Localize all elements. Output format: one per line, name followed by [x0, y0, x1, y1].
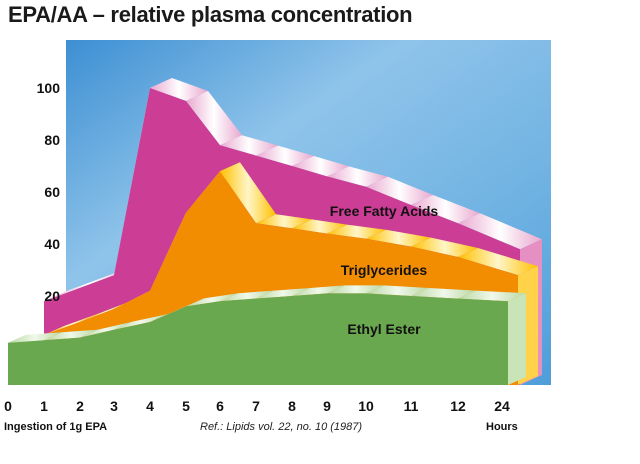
series-top-segment — [366, 229, 431, 247]
x-start-label: Ingestion of 1g EPA — [4, 421, 107, 433]
series-top-segment — [327, 224, 386, 239]
series-top-segment — [220, 135, 278, 156]
x-tick-label: 5 — [182, 398, 190, 414]
reference-note: Ref.: Lipids vol. 22, no. 10 (1987) — [200, 421, 362, 433]
x-tick-label: 12 — [450, 398, 466, 414]
x-unit-label: Hours — [486, 421, 518, 433]
x-tick-label: 1 — [40, 398, 48, 414]
series-top-segment — [44, 313, 100, 335]
series-top-segment — [292, 285, 345, 296]
series-top-segment — [292, 219, 347, 234]
y-tick-label: 100 — [37, 80, 61, 96]
series-top-segment — [256, 145, 314, 166]
series-top-segment — [220, 290, 274, 302]
x-tick-label: 4 — [146, 398, 154, 414]
series-top-segment — [150, 78, 208, 101]
series-top-segment — [366, 176, 433, 205]
series-top-segment — [186, 91, 242, 146]
series-top-segment — [114, 314, 168, 330]
y-tick-label: 40 — [44, 236, 60, 252]
label-layer: Free Fatty Acids Triglycerides Ethyl Ester — [330, 203, 439, 337]
x-tick-label: 10 — [358, 398, 374, 414]
series-top-segment — [327, 166, 388, 187]
series-top-segment — [458, 248, 538, 276]
series-area — [8, 293, 508, 385]
series-top-segment — [44, 265, 136, 302]
x-tick-label: 7 — [252, 398, 260, 414]
y-tick-label: 20 — [44, 288, 60, 304]
x-tick-label: 24 — [494, 398, 510, 414]
series-ethyl-ester — [8, 285, 526, 385]
series-top-segment — [80, 321, 132, 338]
series-top-segment — [458, 213, 542, 250]
series-label: Ethyl Ester — [347, 321, 421, 337]
series-top-segment — [256, 288, 310, 299]
series-top-segment — [292, 156, 349, 177]
x-tick-label: 8 — [288, 398, 296, 414]
x-tick-label: 11 — [404, 398, 419, 414]
y-tick-label: 80 — [44, 132, 60, 148]
series-top-segment — [411, 195, 480, 224]
series-top-segment — [220, 162, 276, 224]
series-top-segment — [458, 290, 526, 302]
x-tick-label: 3 — [110, 398, 118, 414]
series-top-segment — [366, 285, 429, 296]
y-tick-label: 60 — [44, 184, 60, 200]
series-top-segment — [8, 332, 62, 343]
x-tick-label: 2 — [76, 398, 84, 414]
x-tick-label: 0 — [4, 398, 12, 414]
series-side-face — [508, 293, 526, 385]
series-top-segment — [44, 329, 98, 341]
series-top-segment — [411, 288, 476, 299]
series-label: Triglycerides — [341, 262, 428, 278]
series-top-segment — [80, 300, 134, 322]
series-top-segment — [150, 298, 204, 322]
x-tick-label: 6 — [216, 398, 224, 414]
chart-title: EPA/AA – relative plasma concentration — [8, 2, 413, 27]
x-tick-label: 9 — [323, 398, 331, 414]
series-top-segment — [186, 293, 238, 307]
series-layer — [8, 78, 542, 385]
series-label: Free Fatty Acids — [330, 203, 439, 219]
series-top-segment — [256, 214, 312, 229]
series-top-segment — [411, 237, 478, 257]
series-top-segment — [327, 285, 384, 294]
